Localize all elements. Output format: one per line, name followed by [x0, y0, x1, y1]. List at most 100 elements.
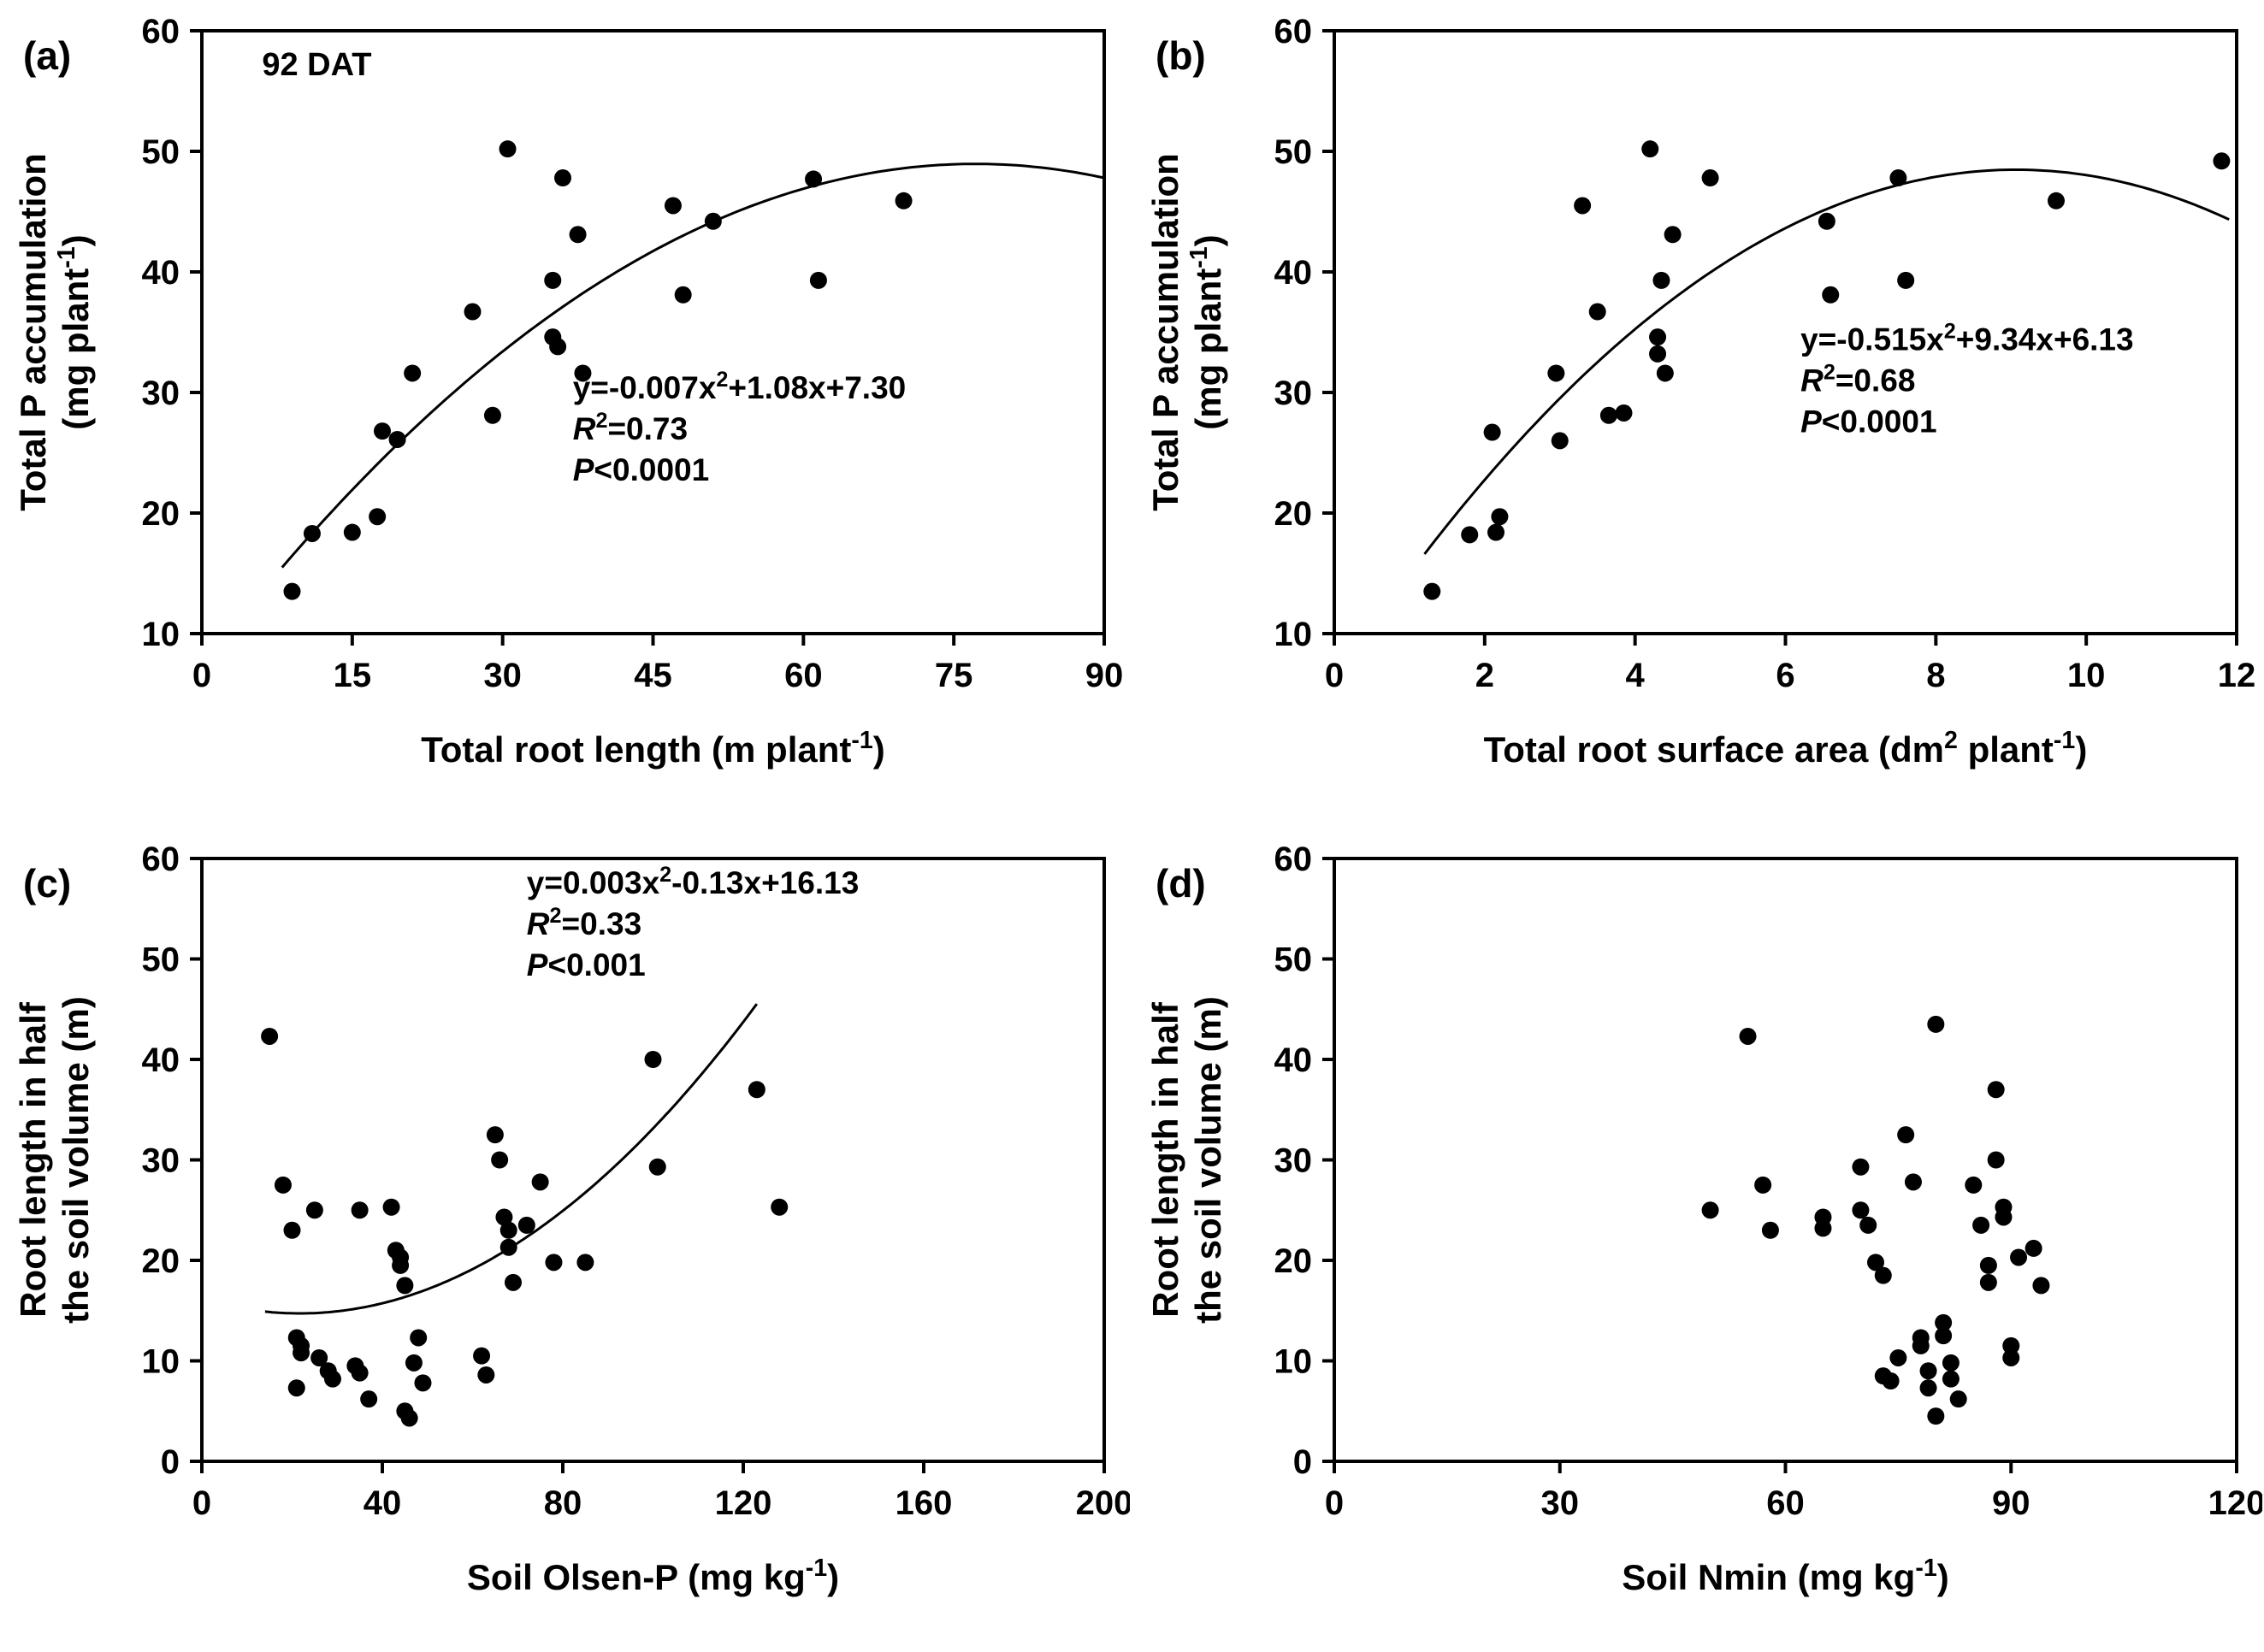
y-tick-label: 20 — [1274, 1242, 1313, 1280]
data-point — [283, 1221, 301, 1239]
x-tick-label: 2 — [1475, 657, 1494, 694]
y-axis-ticks: 0 10 20 30 40 50 60 — [1274, 841, 1334, 1481]
data-point — [1935, 1313, 1953, 1331]
x-tick-label: 12 — [2218, 657, 2256, 694]
panel-label: (c) — [23, 861, 71, 906]
data-points — [1423, 140, 2231, 600]
data-point — [303, 524, 321, 542]
plot-box — [1333, 857, 2238, 1463]
x-axis-label: Total root surface area (dm2 plant-1) — [1484, 727, 2088, 770]
data-point — [1656, 364, 1674, 382]
data-point — [382, 1198, 400, 1216]
y-axis-ticks: 10 20 30 40 50 60 — [1274, 13, 1334, 653]
equation-block: y=0.003x2-0.13x+16.13 R2=0.33 P<0.001 — [527, 863, 859, 982]
y-tick-label: 50 — [142, 133, 180, 171]
panel-a: 0 15 30 45 60 75 90 10 20 30 40 50 60 (a) 92 DAT y=-0.0… — [1, 1, 1130, 823]
x-tick-label: 0 — [192, 1484, 211, 1522]
data-point — [1882, 1372, 1900, 1389]
data-point — [674, 286, 692, 304]
data-point — [473, 1347, 491, 1365]
data-point — [1995, 1208, 2013, 1226]
data-point — [748, 1081, 766, 1099]
data-point — [1701, 1201, 1719, 1219]
y-axis-label-line1: Root length in half — [13, 1001, 53, 1318]
equation-line: R2=0.68 — [1800, 361, 1915, 398]
data-point — [2032, 1277, 2050, 1295]
x-tick-label: 0 — [1325, 657, 1344, 694]
data-point — [1551, 432, 1569, 450]
y-tick-label: 30 — [142, 1142, 180, 1180]
data-point — [499, 1221, 517, 1239]
fit-curve — [1423, 168, 2230, 555]
data-point — [1949, 1390, 1967, 1408]
y-axis-label-line1: Total P accumulation — [1145, 153, 1185, 511]
x-tick-label: 4 — [1626, 657, 1646, 694]
x-tick-label: 75 — [935, 657, 973, 694]
data-point — [323, 1370, 341, 1388]
data-points — [283, 140, 913, 600]
equation-line: P<0.0001 — [1800, 404, 1936, 440]
x-tick-label: 30 — [483, 657, 522, 694]
data-point — [310, 1348, 328, 1366]
data-point — [1942, 1354, 1960, 1372]
equation-line: P<0.0001 — [573, 452, 709, 487]
data-point — [545, 1254, 563, 1271]
y-axis-label-line2: (mg plant-1) — [53, 234, 96, 429]
x-tick-label: 80 — [544, 1484, 582, 1522]
data-point — [1423, 582, 1441, 600]
equation-block: y=-0.007x2+1.08x+7.30 R2=0.73 P<0.0001 — [573, 368, 907, 487]
data-point — [405, 1354, 423, 1372]
data-point — [569, 226, 587, 244]
data-point — [1701, 169, 1719, 187]
data-point — [1641, 140, 1659, 158]
panel-b: 0 2 4 6 8 10 12 10 20 30 40 50 60 (b) y=-0.515x2+9.34x… — [1133, 1, 2262, 823]
data-point — [1574, 197, 1592, 215]
y-axis-label-line2: the soil volume (m) — [56, 996, 96, 1324]
data-point — [1919, 1362, 1937, 1380]
fit-curve — [264, 1003, 759, 1315]
data-point — [895, 192, 913, 209]
data-point — [504, 1273, 522, 1291]
data-point — [1979, 1273, 1997, 1291]
data-point — [1987, 1081, 2005, 1099]
y-tick-label: 10 — [142, 1343, 180, 1381]
data-points — [1701, 1015, 2050, 1425]
y-axis-label-line2: the soil volume (m) — [1188, 996, 1228, 1324]
data-point — [491, 1151, 509, 1169]
y-tick-label: 60 — [1274, 841, 1313, 878]
data-point — [1461, 526, 1479, 544]
x-axis-label: Soil Nmin (mg kg-1) — [1622, 1555, 1948, 1597]
y-tick-label: 60 — [142, 13, 180, 50]
y-tick-label: 10 — [1274, 1343, 1313, 1381]
data-point — [1649, 345, 1667, 363]
data-point — [1979, 1256, 1997, 1274]
data-point — [2002, 1348, 2020, 1366]
chart-d-svg: 0 30 60 90 120 0 10 20 30 40 50 60 (d) Soil Nmin (mg … — [1145, 841, 2262, 1597]
y-axis-label-line1: Root length in half — [1145, 1001, 1185, 1318]
data-point — [1987, 1151, 2005, 1169]
data-point — [369, 508, 387, 526]
y-tick-label: 30 — [1274, 375, 1313, 412]
data-point — [664, 197, 682, 215]
y-tick-label: 30 — [142, 375, 180, 412]
data-point — [644, 1051, 662, 1068]
data-points — [261, 1027, 789, 1427]
x-tick-label: 160 — [896, 1484, 953, 1522]
y-tick-label: 20 — [142, 495, 180, 533]
data-point — [261, 1027, 279, 1045]
x-tick-label: 60 — [784, 657, 823, 694]
data-point — [1822, 286, 1840, 304]
y-tick-label: 40 — [142, 1041, 180, 1079]
y-axis-ticks: 10 20 30 40 50 60 — [142, 13, 202, 653]
data-point — [360, 1390, 378, 1408]
y-tick-label: 50 — [142, 941, 180, 979]
data-point — [1935, 1327, 1953, 1345]
data-point — [771, 1198, 789, 1216]
y-tick-label: 40 — [1274, 1041, 1313, 1079]
x-tick-label: 40 — [364, 1484, 402, 1522]
panel-label: (b) — [1156, 33, 1206, 78]
data-point — [287, 1379, 305, 1397]
x-tick-label: 6 — [1776, 657, 1794, 694]
y-tick-label: 20 — [142, 1242, 180, 1280]
data-point — [1652, 271, 1670, 289]
